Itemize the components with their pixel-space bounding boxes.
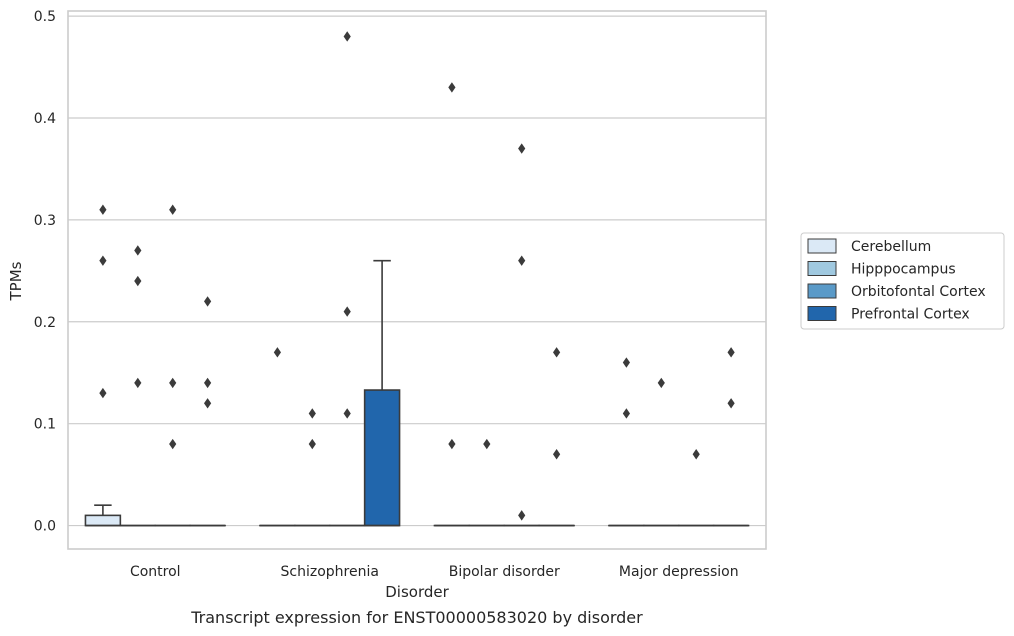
legend-swatch bbox=[807, 238, 837, 254]
y-tick-label: 0.3 bbox=[34, 213, 56, 229]
outlier-point bbox=[553, 449, 561, 460]
y-axis-title: TPMs bbox=[7, 261, 25, 301]
box-hipppocampus bbox=[468, 438, 506, 527]
outlier-point bbox=[204, 377, 212, 389]
outlier-point bbox=[657, 377, 665, 389]
outlier-point bbox=[169, 377, 177, 389]
legend-label: Orbitofontal Cortex bbox=[851, 284, 986, 300]
legend: Cerebellum Hipppocampus Orbitofontal Corte… bbox=[800, 232, 1005, 330]
box-prefrontal-cortex bbox=[189, 296, 226, 527]
x-axis-ticks: Control Schizophrenia Bipolar disorder Majo… bbox=[130, 564, 739, 580]
box-prefrontal-cortex bbox=[363, 259, 401, 527]
outlier-point bbox=[448, 82, 456, 93]
y-tick-label: 0.5 bbox=[34, 9, 56, 25]
x-axis-title: Disorder bbox=[385, 583, 449, 601]
x-tick-label: Major depression bbox=[619, 564, 739, 580]
legend-swatch bbox=[807, 306, 837, 321]
outlier-point bbox=[343, 408, 351, 419]
legend-frame bbox=[800, 232, 1005, 330]
box-cerebellum bbox=[608, 357, 645, 527]
outlier-point bbox=[308, 438, 316, 450]
outlier-point bbox=[518, 510, 526, 521]
legend-label: Cerebellum bbox=[851, 239, 931, 255]
plot-frame bbox=[67, 10, 767, 550]
y-axis-ticks: 0.0 0.1 0.2 0.3 0.4 0.5 bbox=[34, 9, 56, 534]
outlier-point bbox=[134, 245, 142, 256]
outlier-point bbox=[308, 408, 316, 419]
x-tick-label: Schizophrenia bbox=[281, 564, 379, 580]
y-tick-label: 0.4 bbox=[34, 111, 56, 127]
box-orbitofontal-cortex bbox=[154, 204, 191, 527]
outlier-point bbox=[692, 449, 700, 460]
outlier-point bbox=[448, 438, 456, 450]
box-orbitofontal-cortex bbox=[328, 31, 366, 527]
x-tick-label: Bipolar disorder bbox=[449, 564, 560, 580]
outlier-point bbox=[518, 255, 526, 266]
outlier-point bbox=[204, 398, 212, 409]
outlier-point bbox=[727, 347, 735, 358]
box-plot-series bbox=[84, 31, 750, 527]
legend-label: Hipppocampus bbox=[851, 262, 956, 278]
box-hipppocampus bbox=[294, 408, 331, 527]
box-body bbox=[84, 514, 122, 527]
outlier-point bbox=[169, 204, 177, 215]
outlier-point bbox=[622, 357, 630, 368]
legend-swatch bbox=[807, 283, 837, 299]
outlier-point bbox=[483, 438, 491, 450]
outlier-point bbox=[518, 143, 526, 154]
outlier-point bbox=[134, 377, 142, 389]
outlier-point bbox=[343, 306, 351, 317]
outlier-point bbox=[622, 408, 630, 419]
y-tick-label: 0.1 bbox=[34, 417, 56, 433]
box-cerebellum bbox=[433, 82, 471, 527]
legend-swatch bbox=[807, 261, 837, 276]
figure-caption: Transcript expression for ENST0000058302… bbox=[190, 608, 643, 627]
outlier-point bbox=[273, 347, 281, 358]
outlier-point bbox=[99, 204, 107, 215]
outlier-point bbox=[99, 387, 107, 399]
box-cerebellum bbox=[259, 347, 296, 527]
outlier-point bbox=[99, 255, 107, 266]
box-cerebellum bbox=[84, 204, 122, 527]
outlier-point bbox=[134, 275, 142, 287]
outlier-point bbox=[169, 438, 177, 450]
box-orbitofontal-cortex bbox=[503, 143, 540, 527]
y-tick-label: 0.2 bbox=[34, 315, 56, 331]
outlier-point bbox=[343, 31, 351, 42]
box-hipppocampus bbox=[643, 377, 680, 527]
box-body bbox=[363, 389, 401, 527]
legend-label: Prefrontal Cortex bbox=[851, 307, 970, 323]
x-tick-label: Control bbox=[130, 564, 181, 580]
box-orbitofontal-cortex bbox=[677, 449, 715, 527]
outlier-point bbox=[727, 398, 735, 409]
outlier-point bbox=[204, 296, 212, 307]
box-prefrontal-cortex bbox=[538, 347, 575, 527]
box-prefrontal-cortex bbox=[712, 347, 750, 527]
y-tick-label: 0.0 bbox=[34, 519, 56, 535]
outlier-point bbox=[553, 347, 561, 358]
box-hipppocampus bbox=[119, 245, 157, 527]
